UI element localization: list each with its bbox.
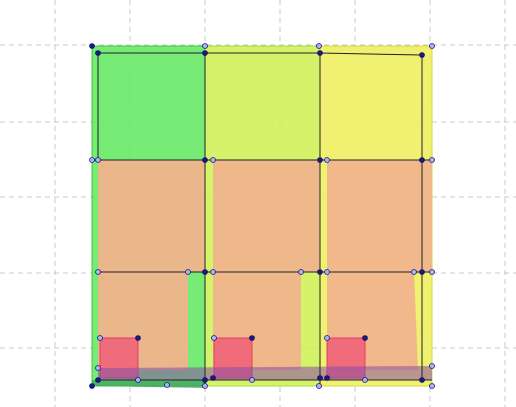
point [202,50,208,56]
point [249,335,255,341]
point [419,377,425,383]
point [317,50,323,56]
orange-block [213,160,320,370]
point [324,335,330,341]
point [95,365,101,371]
point [135,377,141,383]
point [210,269,216,275]
point [317,269,323,275]
point [429,157,435,163]
point [429,363,435,369]
point [202,377,208,383]
points [89,43,435,389]
point [202,157,208,163]
point [95,269,101,275]
point [210,375,216,381]
point [419,157,425,163]
point [411,269,417,275]
point [185,269,191,275]
point [202,43,208,49]
point [89,383,95,389]
orange-block [98,160,205,370]
point [164,382,170,388]
point [95,377,101,383]
point [202,383,208,389]
point [97,335,103,341]
point [298,269,304,275]
point [362,335,368,341]
point [362,377,368,383]
point [316,43,322,49]
point [324,157,330,163]
point [419,269,425,275]
point [95,157,101,163]
point [202,269,208,275]
point [324,269,330,275]
orange-block [327,160,432,370]
point [429,383,435,389]
point [95,50,101,56]
point [316,383,322,389]
point [419,52,425,58]
point [210,157,216,163]
point [249,377,255,383]
bottom-strip [98,366,432,380]
point [429,269,435,275]
point [429,43,435,49]
bottom-strip [92,380,205,388]
point [317,157,323,163]
point [89,43,95,49]
point [317,375,323,381]
point [324,375,330,381]
point [211,335,217,341]
point [135,335,141,341]
point [89,157,95,163]
